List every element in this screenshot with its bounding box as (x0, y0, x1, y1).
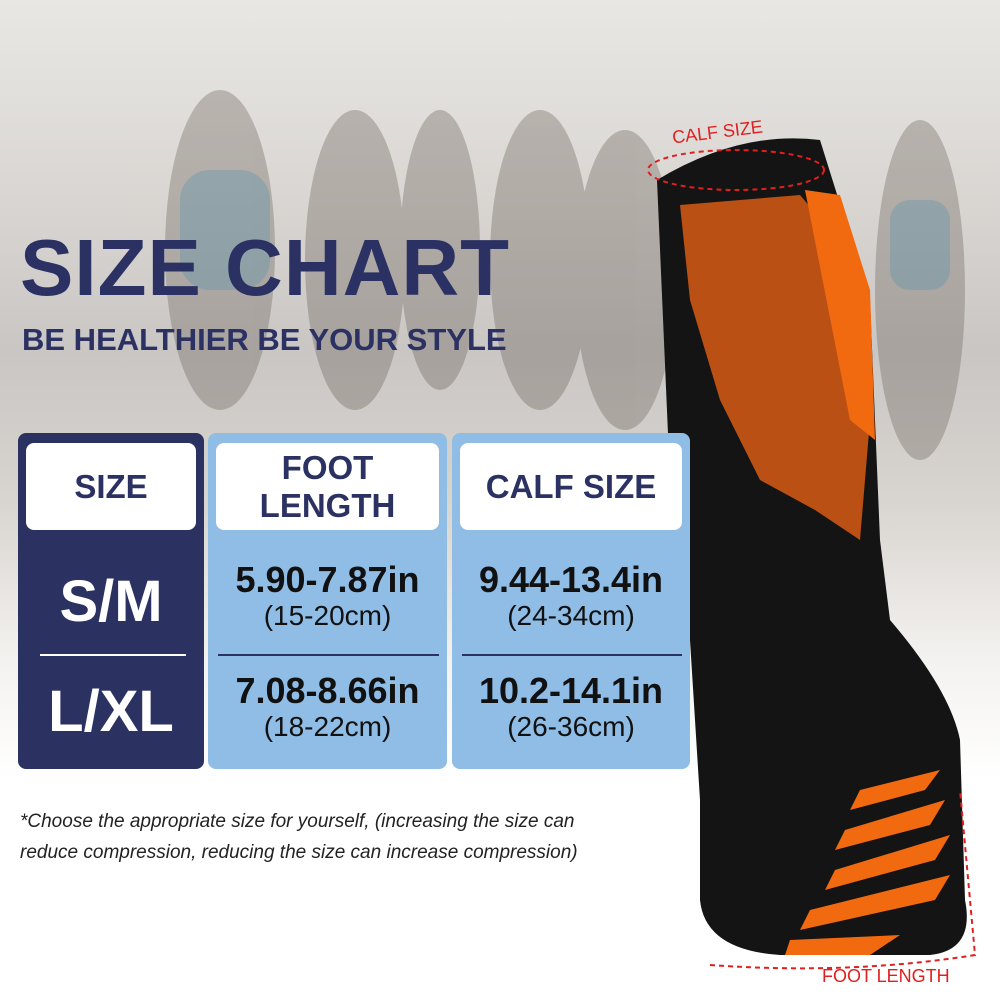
foot-in-sm: 5.90-7.87in (235, 559, 420, 600)
header-foot-length: FOOT LENGTH (216, 443, 439, 530)
calf-size-column: CALF SIZE 9.44-13.4in (24-34cm) 10.2-14.1… (452, 433, 690, 769)
size-sm: S/M (59, 569, 163, 634)
foot-cm-sm: (15-20cm) (263, 600, 392, 631)
note-line-1: *Choose the appropriate size for yoursel… (20, 811, 575, 832)
calf-cm-lxl: (26-36cm) (507, 711, 635, 742)
row-divider (462, 654, 682, 656)
page-subtitle: BE HEALTHIER BE YOUR STYLE (22, 322, 507, 357)
page-title: SIZE CHART (20, 223, 510, 312)
foot-length-lxl: 7.08-8.66in (18-22cm) (208, 671, 447, 743)
foot-length-measure-label: FOOT LENGTH (822, 966, 950, 986)
size-note: *Choose the appropriate size for yoursel… (20, 806, 578, 868)
foot-length-column: FOOT LENGTH 5.90-7.87in (15-20cm) 7.08-8.… (208, 433, 447, 769)
calf-in-sm: 9.44-13.4in (478, 559, 664, 600)
row-divider (218, 654, 439, 656)
calf-size-measure-label: CALF SIZE (671, 116, 764, 148)
row-divider (40, 654, 186, 656)
header-calf-size: CALF SIZE (460, 443, 682, 530)
foot-cm-lxl: (18-22cm) (263, 711, 392, 742)
calf-size-lxl: 10.2-14.1in (26-36cm) (452, 671, 690, 743)
note-line-2: reduce compression, reducing the size ca… (20, 842, 578, 863)
foot-length-sm: 5.90-7.87in (15-20cm) (208, 560, 447, 632)
calf-size-sm: 9.44-13.4in (24-34cm) (452, 560, 690, 632)
calf-in-lxl: 10.2-14.1in (478, 670, 664, 711)
calf-cm-sm: (24-34cm) (507, 600, 635, 631)
foot-in-lxl: 7.08-8.66in (235, 670, 420, 711)
size-column: SIZE S/M L/XL (18, 433, 204, 769)
header-size: SIZE (26, 443, 196, 530)
size-lxl: L/XL (48, 679, 174, 744)
